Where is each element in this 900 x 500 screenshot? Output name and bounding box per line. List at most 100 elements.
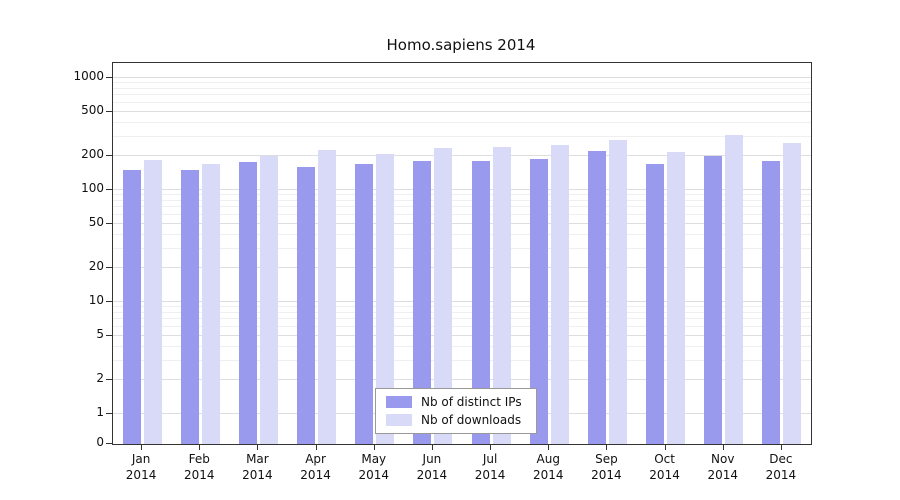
- x-axis-tick-label: May 2014: [344, 451, 404, 483]
- gridline-minor: [113, 345, 811, 347]
- bar-distinct-ips: [529, 158, 548, 444]
- bar-distinct-ips: [587, 151, 606, 444]
- legend: Nb of distinct IPs Nb of downloads: [375, 388, 537, 434]
- y-axis-tick-label: 0: [96, 435, 104, 449]
- x-axis-tick-mark: [548, 445, 550, 450]
- gridline-minor: [113, 194, 811, 196]
- gridline-minor: [113, 233, 811, 235]
- x-axis-tick-label-month: Oct: [654, 452, 675, 466]
- y-axis-tick-mark: [106, 222, 112, 224]
- x-axis-tick-mark: [664, 445, 666, 450]
- y-axis-tick-label: 500: [81, 102, 104, 117]
- x-axis-tick-mark: [780, 445, 782, 450]
- gridline-major: [113, 267, 811, 269]
- x-axis-tick-label-month: Jan: [131, 452, 151, 466]
- x-axis-tick-label-year: 2014: [300, 468, 331, 482]
- bar-downloads: [376, 153, 395, 444]
- bar-distinct-ips: [180, 170, 199, 444]
- x-axis-tick-mark: [315, 445, 317, 450]
- x-axis-tick-label-year: 2014: [416, 468, 448, 482]
- x-axis-tick-label: Jul 2014: [460, 451, 520, 483]
- x-axis-tick-label: Dec 2014: [751, 451, 811, 483]
- bar-downloads: [492, 147, 511, 444]
- y-axis-tick-mark: [106, 155, 112, 157]
- gridline-minor: [113, 101, 811, 103]
- gridline-minor: [113, 311, 811, 313]
- gridline-minor: [113, 213, 811, 215]
- x-axis-tick-label: Nov 2014: [693, 451, 753, 483]
- y-axis-tick-label: 100: [81, 181, 104, 195]
- y-axis-tick-mark: [106, 301, 112, 302]
- gridline-minor: [113, 206, 811, 208]
- gridline-major: [113, 222, 811, 224]
- gridline-major: [113, 110, 811, 112]
- x-axis-tick-label-month: Sep: [595, 452, 618, 466]
- gridline-minor: [113, 318, 811, 320]
- y-axis-tick-label: 1000: [73, 69, 104, 83]
- y-axis-tick-label: 50: [88, 214, 104, 229]
- bar-distinct-ips: [238, 161, 257, 444]
- legend-label-distinct-ips: Nb of distinct IPs: [421, 395, 522, 409]
- gridline-minor: [113, 199, 811, 201]
- y-axis-tick-label: 2: [96, 371, 104, 386]
- bar-distinct-ips: [471, 160, 490, 444]
- x-axis-tick-label-year: 2014: [183, 468, 215, 482]
- x-axis-tick-label-month: Mar: [246, 452, 269, 466]
- bar-distinct-ips: [704, 156, 723, 444]
- gridline-minor: [113, 325, 811, 327]
- x-axis-tick-mark: [490, 445, 492, 450]
- x-axis-tick-label-month: Nov: [711, 452, 735, 466]
- bar-downloads: [318, 149, 337, 444]
- legend-item-distinct-ips: Nb of distinct IPs: [386, 395, 522, 409]
- x-axis-tick-label-year: 2014: [649, 468, 680, 482]
- bar-downloads: [259, 156, 278, 444]
- y-axis-tick-mark: [106, 267, 112, 269]
- x-axis-tick-label-year: 2014: [591, 468, 622, 482]
- bar-distinct-ips: [355, 163, 374, 444]
- x-axis-tick-label-year: 2014: [765, 468, 797, 482]
- bar-downloads: [434, 148, 453, 444]
- x-axis-tick-label-month: Jul: [482, 452, 498, 466]
- x-axis-tick-label: Sep 2014: [576, 451, 636, 483]
- gridline-minor: [113, 121, 811, 123]
- x-axis-tick-label-month: Apr: [305, 452, 326, 466]
- gridline-major: [113, 77, 811, 78]
- x-axis-tick-label-month: Feb: [188, 452, 210, 466]
- gridline-minor: [113, 306, 811, 308]
- bar-distinct-ips: [413, 161, 432, 444]
- x-axis-tick-label-year: 2014: [532, 468, 564, 482]
- gridline-minor: [113, 135, 811, 137]
- bar-distinct-ips: [297, 166, 316, 444]
- legend-item-downloads: Nb of downloads: [386, 413, 522, 427]
- x-axis-tick-label-year: 2014: [125, 468, 157, 482]
- y-axis-tick-mark: [106, 413, 112, 414]
- gridline-minor: [113, 94, 811, 96]
- legend-swatch-downloads: [386, 414, 412, 426]
- x-axis-tick-label-year: 2014: [707, 468, 739, 482]
- y-axis-tick-mark: [106, 77, 112, 78]
- bar-downloads: [143, 160, 162, 444]
- x-axis-tick-label-year: 2014: [358, 468, 390, 482]
- x-axis-tick-label-month: Jun: [422, 452, 442, 466]
- x-axis-tick-mark: [141, 445, 143, 450]
- y-axis-tick-mark: [106, 110, 112, 112]
- x-axis-tick-mark: [373, 445, 375, 450]
- bar-downloads: [550, 145, 569, 444]
- plot-area: [112, 62, 812, 445]
- x-axis-tick-label: Jun 2014: [402, 451, 462, 483]
- bar-distinct-ips: [122, 170, 141, 444]
- y-axis-tick-label: 20: [88, 259, 104, 274]
- y-axis-tick-mark: [106, 189, 112, 190]
- y-axis-tick-label: 200: [81, 147, 104, 162]
- x-axis-tick-mark: [606, 445, 608, 450]
- gridline-major: [113, 155, 811, 157]
- y-axis-tick-mark: [106, 379, 112, 381]
- gridline-minor: [113, 247, 811, 249]
- bar-downloads: [783, 143, 802, 444]
- x-axis-tick-label-month: May: [361, 452, 387, 466]
- x-axis-tick-label-year: 2014: [242, 468, 273, 482]
- gridline-major: [113, 189, 811, 190]
- gridline-minor: [113, 87, 811, 89]
- legend-swatch-distinct-ips: [386, 396, 412, 408]
